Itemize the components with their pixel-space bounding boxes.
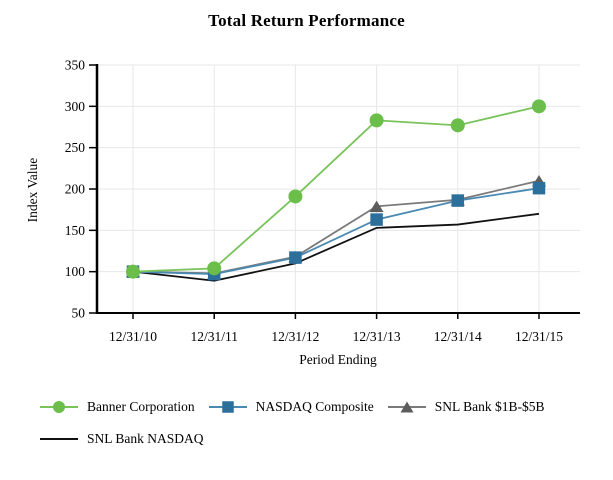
- series-line-banner-corporation: [132, 105, 540, 273]
- legend-label: SNL Bank NASDAQ: [87, 431, 204, 446]
- y-tick-label: 350: [65, 58, 86, 73]
- marker-triangle: [400, 401, 414, 413]
- marker-square: [370, 213, 383, 226]
- series-line-snl-bank-1b-5b: [132, 179, 540, 275]
- y-tick-label: 50: [72, 306, 86, 321]
- axes: 50 100 150 200 250 300 350 12/31/10 12/31/11 12/3…: [65, 58, 580, 344]
- marker-circle: [126, 264, 140, 279]
- y-tick-label: 250: [65, 140, 86, 155]
- series-snl-bank-1b-5b: [126, 174, 546, 280]
- legend-row: SNL Bank NASDAQ: [40, 431, 595, 447]
- legend-item-snl-bank-1b-5b: SNL Bank $1B-$5B: [387, 399, 545, 415]
- chart-title: Total Return Performance: [208, 11, 405, 30]
- legend-label: Banner Corporation: [87, 399, 195, 414]
- series-banner-corporation: [126, 99, 546, 279]
- x-tick-label: 12/31/15: [515, 329, 563, 344]
- legend-item-banner-corporation: Banner Corporation: [40, 399, 195, 415]
- triangle-marker-icon: [387, 401, 426, 413]
- series-line-snl-bank-nasdaq: [132, 212, 540, 282]
- x-axis-title: Period Ending: [299, 352, 377, 367]
- legend-item-snl-bank-nasdaq: SNL Bank NASDAQ: [40, 431, 204, 447]
- x-tick-label: 12/31/12: [271, 329, 319, 344]
- series-line-nasdaq-composite: [132, 187, 540, 276]
- marker-circle: [53, 401, 65, 413]
- x-tick-label: 12/31/13: [353, 329, 401, 344]
- marker-circle: [532, 99, 546, 114]
- series-snl-bank-nasdaq: [132, 212, 540, 282]
- marker-circle: [288, 189, 303, 204]
- y-tick-label: 150: [65, 223, 86, 238]
- marker-square: [532, 181, 546, 195]
- legend: Banner Corporation NASDAQ Composite SNL Ba…: [40, 399, 595, 463]
- x-tick-label: 12/31/10: [109, 329, 157, 344]
- y-axis-title: Index Value: [25, 158, 40, 223]
- y-tick-label: 200: [65, 182, 86, 197]
- marker-circle: [369, 113, 384, 128]
- x-tick-label: 12/31/11: [190, 329, 238, 344]
- line-swatch-icon: [40, 438, 78, 440]
- legend-item-nasdaq-composite: NASDAQ Composite: [208, 399, 374, 415]
- circle-marker-icon: [40, 401, 78, 413]
- marker-square: [289, 251, 302, 264]
- legend-label: SNL Bank $1B-$5B: [434, 399, 545, 414]
- y-tick-label: 300: [65, 99, 86, 114]
- marker-triangle: [369, 200, 384, 213]
- square-marker-icon: [208, 401, 247, 413]
- legend-label: NASDAQ Composite: [255, 399, 374, 414]
- marker-square: [451, 194, 465, 207]
- y-tick-label: 100: [65, 264, 86, 279]
- legend-row: Banner Corporation NASDAQ Composite SNL Ba…: [40, 399, 595, 415]
- x-tick-label: 12/31/14: [434, 329, 482, 344]
- marker-circle: [207, 261, 222, 276]
- marker-square: [221, 401, 234, 413]
- marker-circle: [450, 118, 465, 133]
